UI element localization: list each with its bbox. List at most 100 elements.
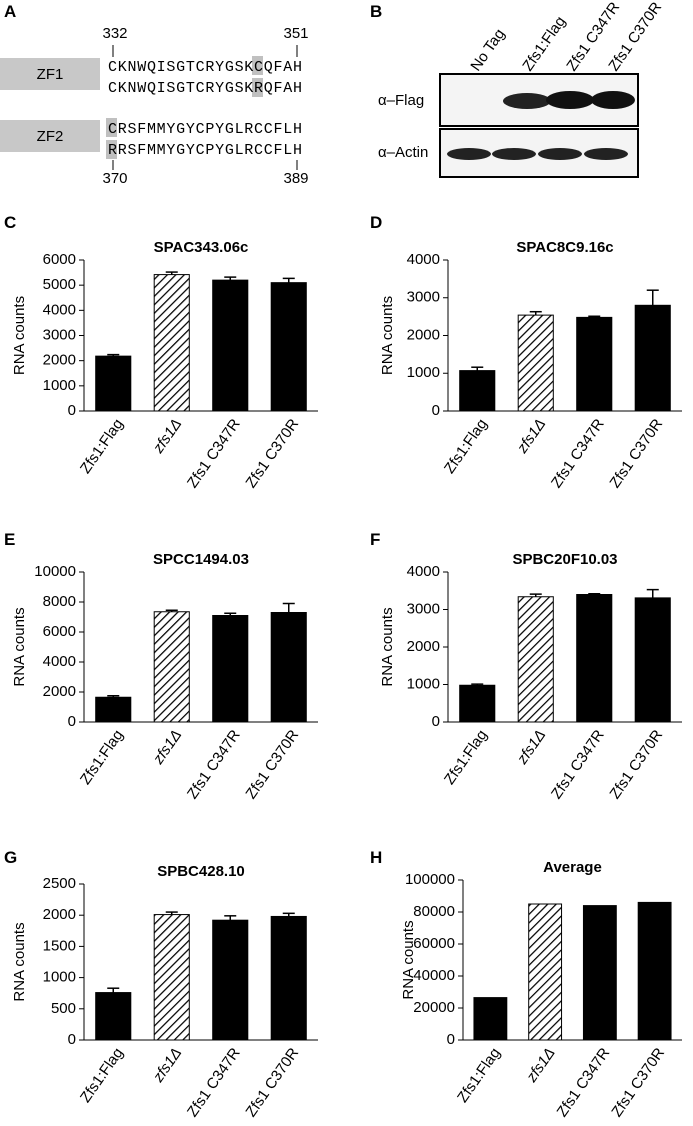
y-axis-label: RNA counts [379, 607, 396, 686]
y-tick-label: 3000 [43, 326, 76, 343]
residue-number: 389 [283, 170, 308, 187]
bar [270, 282, 307, 412]
x-tick-label: zfs1Δ [149, 727, 185, 768]
y-axis-label: RNA counts [379, 296, 396, 375]
highlight [252, 56, 263, 75]
bar [459, 370, 496, 412]
y-tick-label: 100000 [405, 871, 455, 888]
y-tick-label: 0 [432, 713, 440, 730]
panel-label: E [4, 530, 15, 549]
panel-label: A [4, 2, 16, 21]
bar [634, 597, 671, 723]
y-tick-label: 1000 [407, 364, 440, 381]
chart-title: SPBC20F10.03 [512, 551, 617, 568]
highlight [106, 140, 117, 159]
bar [212, 615, 249, 723]
y-tick-label: 500 [51, 1000, 76, 1017]
x-tick-label: Zfs1 C370R [606, 416, 666, 491]
bar [576, 594, 613, 723]
bar [153, 611, 190, 723]
y-tick-label: 1500 [43, 937, 76, 954]
panel-label: C [4, 213, 16, 232]
x-tick-label: Zfs1 C347R [184, 1045, 244, 1120]
bar [270, 915, 307, 1041]
residue-number: 370 [102, 170, 127, 187]
y-tick-label: 0 [447, 1031, 455, 1048]
domain-label: ZF2 [37, 128, 64, 145]
y-tick-label: 60000 [413, 935, 455, 952]
bar [459, 684, 496, 723]
highlight [252, 78, 263, 97]
bar [153, 274, 190, 412]
bar [270, 612, 307, 723]
x-tick-label: Zfs1:Flag [441, 727, 491, 788]
x-tick-label: Zfs1 C370R [606, 727, 666, 802]
chart-title: SPBC428.10 [157, 863, 245, 880]
y-axis-label: RNA counts [11, 607, 28, 686]
band [492, 148, 536, 160]
domain-box [0, 58, 100, 90]
y-tick-label: 0 [68, 402, 76, 419]
bar [637, 901, 672, 1041]
band [503, 93, 551, 109]
band [584, 148, 628, 160]
y-tick-label: 0 [68, 713, 76, 730]
y-tick-label: 5000 [43, 276, 76, 293]
bar [528, 903, 563, 1041]
bar [473, 997, 508, 1041]
x-tick-label: Zfs1 C370R [242, 1045, 302, 1120]
y-tick-label: 6000 [43, 623, 76, 640]
y-tick-label: 1000 [43, 377, 76, 394]
chart-title: Average [543, 859, 602, 876]
domain-label: ZF1 [37, 66, 64, 83]
y-tick-label: 0 [68, 1031, 76, 1048]
highlight [106, 118, 117, 137]
band [447, 148, 491, 160]
antibody-label: α–Actin [378, 144, 428, 161]
band [591, 91, 635, 109]
x-tick-label: Zfs1 C370R [242, 727, 302, 802]
y-tick-label: 2500 [43, 875, 76, 892]
y-tick-label: 40000 [413, 967, 455, 984]
y-tick-label: 4000 [43, 301, 76, 318]
x-tick-label: Zfs1 C347R [554, 1045, 614, 1120]
sequence: CKNWQISGTCRYGSKRQFAH [108, 80, 302, 97]
bar [576, 316, 613, 412]
residue-number: 351 [283, 25, 308, 42]
x-tick-label: Zfs1:Flag [77, 1045, 127, 1106]
y-axis-label: RNA counts [11, 296, 28, 375]
chart-title: SPAC343.06c [154, 239, 249, 256]
band [538, 148, 582, 160]
bar [582, 905, 617, 1041]
x-tick-label: Zfs1 C347R [548, 416, 608, 491]
sequence: CKNWQISGTCRYGSKCQFAH [108, 59, 302, 76]
x-tick-label: zfs1Δ [513, 727, 549, 768]
y-tick-label: 2000 [407, 326, 440, 343]
bar [95, 355, 132, 412]
x-tick-label: Zfs1 C370R [608, 1045, 668, 1120]
panel-label: F [370, 530, 380, 549]
residue-number: 332 [102, 25, 127, 42]
y-tick-label: 3000 [407, 600, 440, 617]
bar [95, 696, 132, 723]
y-tick-label: 2000 [43, 906, 76, 923]
x-tick-label: Zfs1:Flag [77, 727, 127, 788]
y-tick-label: 6000 [43, 251, 76, 268]
bar [517, 314, 554, 412]
y-tick-label: 0 [432, 402, 440, 419]
x-tick-label: zfs1Δ [513, 416, 549, 457]
y-axis-label: RNA counts [11, 922, 28, 1001]
y-tick-label: 4000 [407, 563, 440, 580]
x-tick-label: Zfs1 C347R [548, 727, 608, 802]
x-tick-label: Zfs1 C370R [242, 416, 302, 491]
sequence: CRSFMMYGYCPYGLRCCFLH [108, 121, 302, 138]
y-tick-label: 10000 [34, 563, 76, 580]
y-tick-label: 2000 [407, 638, 440, 655]
panel-label: B [370, 2, 382, 21]
panel-label: D [370, 213, 382, 232]
y-tick-label: 2000 [43, 352, 76, 369]
antibody-label: α–Flag [378, 92, 424, 109]
y-tick-label: 2000 [43, 683, 76, 700]
lane-label: Zfs1:Flag [519, 13, 569, 74]
